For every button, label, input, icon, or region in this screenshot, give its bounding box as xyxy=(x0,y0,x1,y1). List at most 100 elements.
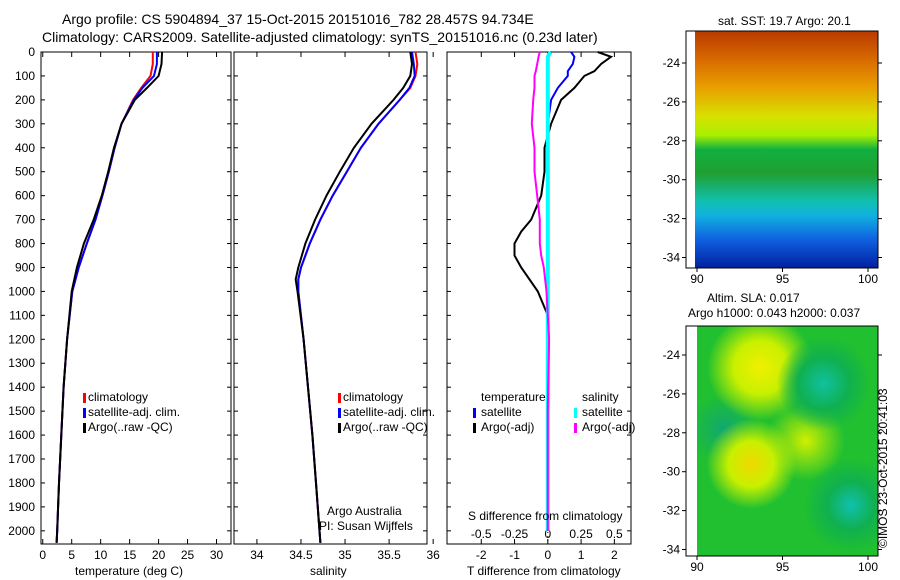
y-tick-label: 1000 xyxy=(8,284,35,298)
y-tick-label: 1100 xyxy=(9,308,35,322)
map2-title-2: Argo h1000: 0.043 h2000: 0.037 xyxy=(688,306,861,320)
map1-y-tick-label: -24 xyxy=(663,56,681,70)
map1-title: sat. SST: 19.7 Argo: 20.1 xyxy=(718,14,851,28)
x-tick-label: 20 xyxy=(152,548,166,562)
map2-y-tick-label: -30 xyxy=(663,465,681,479)
map1-y-tick-label: -26 xyxy=(663,95,681,109)
y-tick-label: 1600 xyxy=(8,428,35,442)
x-tick-label: 0 xyxy=(39,548,46,562)
legend-swatch xyxy=(338,393,341,403)
legend-swatch xyxy=(574,423,577,433)
sla-map xyxy=(697,326,878,556)
y-tick-label: 700 xyxy=(15,213,35,227)
credit: ©IMOS 23-Oct-2015 20:41:03 xyxy=(876,388,890,548)
x-tick-label: 36 xyxy=(426,548,440,562)
x-tick-label: 35.5 xyxy=(377,548,401,562)
map2-title-1: Altim. SLA: 0.017 xyxy=(707,291,800,305)
legend-swatch xyxy=(338,408,341,418)
legend3-sal-argo: Argo(-adj) xyxy=(582,420,636,434)
x-tick-label: 35 xyxy=(338,548,352,562)
x-tick-label: 30 xyxy=(210,548,224,562)
temperature-xlabel: temperature (deg C) xyxy=(75,564,184,578)
salinity-series-argo-raw-qc- xyxy=(294,51,414,543)
legend3-sal-satellite: satellite xyxy=(582,405,623,419)
y-tick-label: 1700 xyxy=(8,452,35,466)
legend-swatch xyxy=(83,408,86,418)
legend-swatch xyxy=(473,423,476,433)
x-tick-label: 10 xyxy=(94,548,108,562)
map2-frame xyxy=(685,325,879,557)
legend1-climatology: climatology xyxy=(88,390,149,404)
x-tick-label: -1 xyxy=(509,548,520,562)
s-diff-label: S difference from climatology xyxy=(468,509,623,523)
map1-x-tick-label: 90 xyxy=(690,272,704,286)
x-tick-label: 34.5 xyxy=(289,548,313,562)
s-diff-tick-label: 0.5 xyxy=(606,527,623,541)
legend-swatch xyxy=(473,408,476,418)
sst-map xyxy=(695,31,878,268)
salinity-xlabel: salinity xyxy=(310,564,347,578)
y-tick-label: 1200 xyxy=(8,332,35,346)
map1-y-tick-label: -30 xyxy=(663,173,681,187)
y-tick-label: 100 xyxy=(15,69,35,83)
x-tick-label: 5 xyxy=(68,548,75,562)
map2-y-tick-label: -34 xyxy=(663,543,681,557)
legend3-temp-satellite: satellite xyxy=(481,405,522,419)
salinity-series-climatology xyxy=(297,51,419,543)
legend1-argo: Argo(..raw -QC) xyxy=(88,420,173,434)
y-tick-label: 300 xyxy=(15,117,35,131)
x-tick-label: 2 xyxy=(611,548,618,562)
title-line-2: Climatology: CARS2009. Satellite-adjuste… xyxy=(42,29,598,45)
y-tick-label: 0 xyxy=(28,45,35,59)
s-diff-tick-label: 0 xyxy=(544,527,551,541)
legend-swatch xyxy=(83,423,86,433)
y-tick-label: 1800 xyxy=(8,476,35,490)
map2-x-tick-label: 90 xyxy=(690,560,704,574)
map2-y-tick-label: -24 xyxy=(663,348,681,362)
difference-series-temperature-argo-adj- xyxy=(513,51,614,531)
map1-y-tick-label: -34 xyxy=(663,251,681,265)
s-diff-tick-label: 0.25 xyxy=(569,527,593,541)
salinity-axes-frame xyxy=(233,51,428,545)
x-tick-label: 34 xyxy=(250,548,264,562)
y-tick-label: 200 xyxy=(15,93,35,107)
map1-frame xyxy=(685,30,879,269)
y-tick-label: 1400 xyxy=(8,380,35,394)
y-tick-label: 500 xyxy=(15,165,35,179)
t-diff-xlabel: T difference from climatology xyxy=(467,564,621,578)
y-tick-label: 1300 xyxy=(8,356,35,370)
map1-x-tick-label: 95 xyxy=(776,272,790,286)
legend-swatch xyxy=(83,393,86,403)
map2-y-tick-label: -26 xyxy=(663,387,681,401)
y-tick-label: 1900 xyxy=(8,500,35,514)
legend3-sal-header: salinity xyxy=(582,390,619,404)
y-tick-label: 2000 xyxy=(8,524,35,538)
map1-y-tick-label: -28 xyxy=(663,134,681,148)
map2-x-tick-label: 100 xyxy=(858,560,878,574)
legend3-temp-argo: Argo(-adj) xyxy=(481,420,535,434)
argo-australia-note: Argo Australia xyxy=(327,504,402,518)
y-tick-label: 600 xyxy=(15,189,35,203)
difference-axes-frame xyxy=(446,51,632,545)
s-diff-tick-label: -0.5 xyxy=(471,527,492,541)
x-tick-label: 1 xyxy=(578,548,585,562)
map2-y-tick-label: -28 xyxy=(663,426,681,440)
legend-swatch xyxy=(338,423,341,433)
legend-swatch xyxy=(574,408,577,418)
x-tick-label: -2 xyxy=(476,548,487,562)
pi-note: PI: Susan Wijffels xyxy=(319,519,413,533)
x-tick-label: 0 xyxy=(544,548,551,562)
difference-series-salinity-argo-adj- xyxy=(530,51,551,531)
legend2-argo: Argo(..raw -QC) xyxy=(343,420,428,434)
legend2-satellite: satellite-adj. clim. xyxy=(343,405,436,419)
map2-x-tick-label: 95 xyxy=(776,560,790,574)
y-tick-label: 800 xyxy=(15,237,35,251)
temperature-axes-frame xyxy=(40,51,232,545)
legend3-temp-header: temperature xyxy=(481,390,546,404)
y-tick-label: 400 xyxy=(15,141,35,155)
legend2-climatology: climatology xyxy=(343,390,404,404)
x-tick-label: 25 xyxy=(181,548,195,562)
map1-x-tick-label: 100 xyxy=(858,272,878,286)
s-diff-tick-label: -0.25 xyxy=(501,527,529,541)
